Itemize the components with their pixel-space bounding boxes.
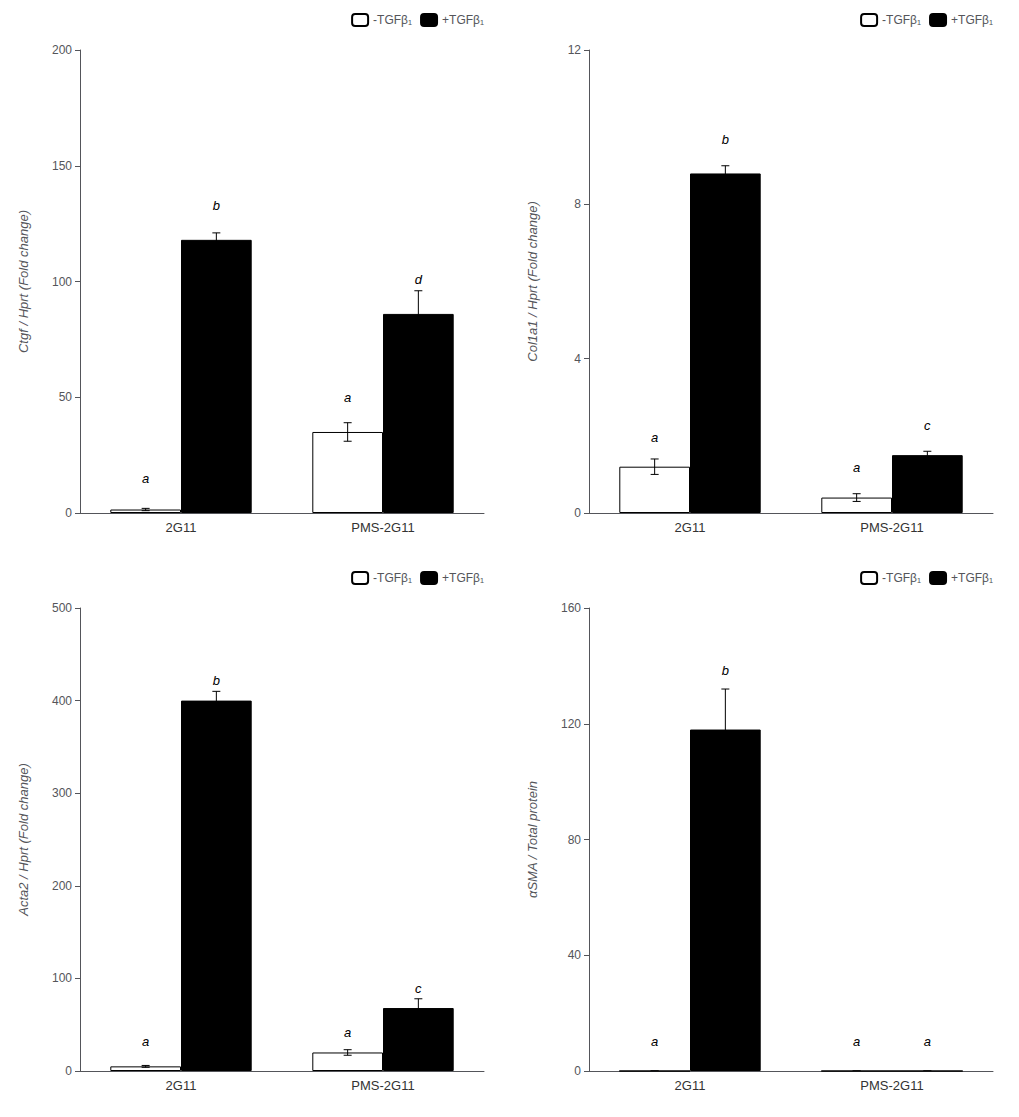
svg-text:-TGFβ₁: -TGFβ₁ bbox=[373, 13, 412, 27]
svg-text:4: 4 bbox=[574, 352, 581, 366]
svg-text:120: 120 bbox=[561, 717, 581, 731]
svg-text:a: a bbox=[853, 1034, 860, 1049]
svg-text:+TGFβ₁: +TGFβ₁ bbox=[951, 13, 993, 27]
svg-text:+TGFβ₁: +TGFβ₁ bbox=[951, 571, 993, 585]
svg-text:Col1a1 / Hprt (Fold change): Col1a1 / Hprt (Fold change) bbox=[525, 201, 540, 361]
svg-text:PMS-2G11: PMS-2G11 bbox=[351, 1078, 414, 1093]
svg-text:160: 160 bbox=[561, 601, 581, 615]
svg-text:50: 50 bbox=[59, 390, 73, 404]
svg-text:+TGFβ₁: +TGFβ₁ bbox=[442, 571, 484, 585]
svg-text:PMS-2G11: PMS-2G11 bbox=[351, 520, 414, 535]
svg-text:150: 150 bbox=[52, 159, 72, 173]
svg-text:12: 12 bbox=[568, 43, 582, 57]
svg-text:400: 400 bbox=[52, 694, 72, 708]
svg-text:8: 8 bbox=[574, 197, 581, 211]
svg-text:a: a bbox=[142, 471, 149, 486]
svg-text:0: 0 bbox=[65, 506, 72, 520]
svg-text:c: c bbox=[924, 418, 931, 433]
svg-text:PMS-2G11: PMS-2G11 bbox=[860, 1078, 923, 1093]
svg-text:PMS-2G11: PMS-2G11 bbox=[860, 520, 923, 535]
svg-text:0: 0 bbox=[574, 506, 581, 520]
svg-text:100: 100 bbox=[52, 275, 72, 289]
svg-text:b: b bbox=[213, 673, 220, 688]
svg-text:2G11: 2G11 bbox=[675, 520, 706, 535]
svg-text:a: a bbox=[651, 430, 658, 445]
svg-text:c: c bbox=[415, 981, 422, 996]
svg-text:200: 200 bbox=[52, 43, 72, 57]
svg-text:b: b bbox=[722, 132, 729, 147]
svg-text:-TGFβ₁: -TGFβ₁ bbox=[882, 13, 921, 27]
svg-text:d: d bbox=[415, 272, 423, 287]
svg-text:Ctgf / Hprt (Fold change): Ctgf / Hprt (Fold change) bbox=[16, 210, 31, 353]
svg-text:2G11: 2G11 bbox=[675, 1078, 706, 1093]
svg-text:a: a bbox=[344, 390, 351, 405]
svg-text:2G11: 2G11 bbox=[166, 520, 197, 535]
svg-text:b: b bbox=[213, 198, 220, 213]
svg-text:αSMA / Total protein: αSMA / Total protein bbox=[525, 781, 540, 898]
svg-text:100: 100 bbox=[52, 971, 72, 985]
svg-text:a: a bbox=[651, 1034, 658, 1049]
svg-text:b: b bbox=[722, 663, 729, 678]
svg-text:+TGFβ₁: +TGFβ₁ bbox=[442, 13, 484, 27]
svg-text:2G11: 2G11 bbox=[166, 1078, 197, 1093]
svg-text:0: 0 bbox=[65, 1064, 72, 1078]
svg-text:-TGFβ₁: -TGFβ₁ bbox=[373, 571, 412, 585]
svg-text:a: a bbox=[924, 1034, 931, 1049]
svg-text:a: a bbox=[344, 1025, 351, 1040]
svg-text:80: 80 bbox=[568, 833, 582, 847]
svg-text:200: 200 bbox=[52, 879, 72, 893]
svg-text:a: a bbox=[853, 460, 860, 475]
svg-text:500: 500 bbox=[52, 601, 72, 615]
svg-text:-TGFβ₁: -TGFβ₁ bbox=[882, 571, 921, 585]
svg-text:0: 0 bbox=[574, 1064, 581, 1078]
svg-text:Acta2 / Hprt (Fold change): Acta2 / Hprt (Fold change) bbox=[16, 763, 31, 916]
svg-text:40: 40 bbox=[568, 948, 582, 962]
svg-text:a: a bbox=[142, 1034, 149, 1049]
svg-text:300: 300 bbox=[52, 786, 72, 800]
